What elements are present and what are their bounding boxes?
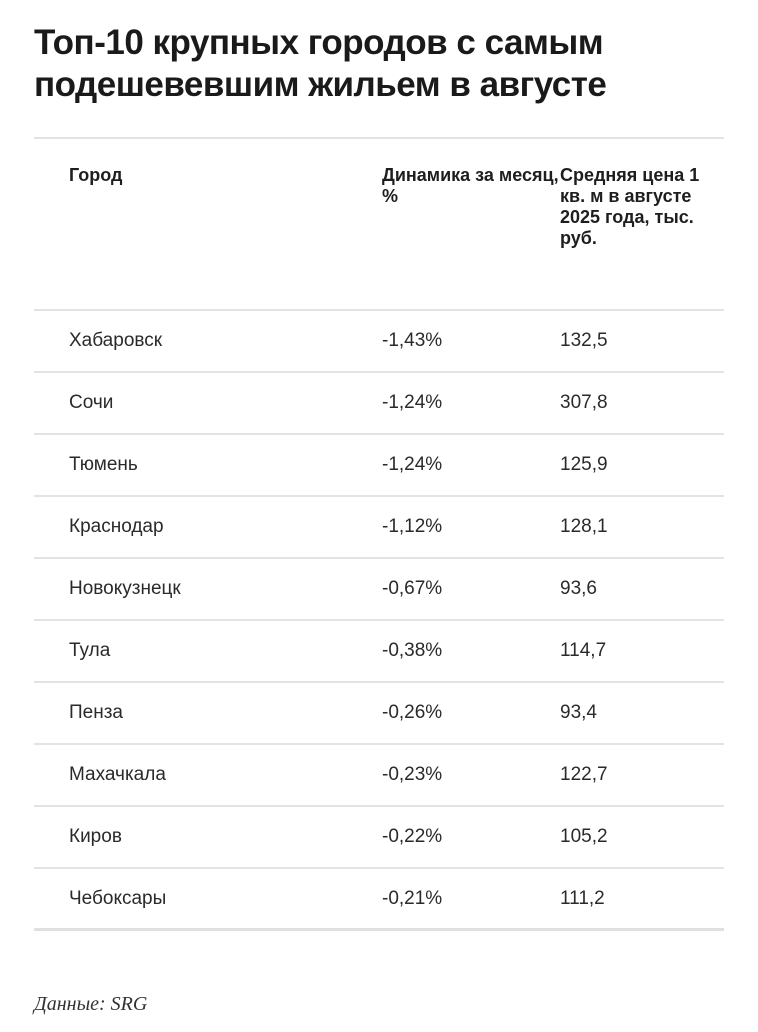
price-cell: 128,1 xyxy=(560,516,608,537)
price-cell: 122,7 xyxy=(560,764,608,785)
price-cell: 111,2 xyxy=(560,887,605,909)
change-cell: -0,67% xyxy=(382,578,443,599)
price-cell: 307,8 xyxy=(560,392,608,413)
table-row: Хабаровск -1,43% 132,5 xyxy=(34,311,724,373)
data-source-caption: Данные: SRG xyxy=(34,993,148,1015)
city-cell: Краснодар xyxy=(69,516,164,537)
column-header-change: Динамика за месяц, % xyxy=(382,165,559,206)
price-cell: 132,5 xyxy=(560,330,608,351)
city-cell: Новокузнецк xyxy=(69,578,181,599)
change-cell: -1,12% xyxy=(382,516,443,537)
city-cell: Киров xyxy=(69,826,122,847)
city-cell: Тула xyxy=(69,640,111,661)
city-cell: Хабаровск xyxy=(69,330,163,351)
table-row: Киров -0,22% 105,2 xyxy=(34,807,724,869)
table-header-row: Город Динамика за месяц, % Средняя цена … xyxy=(34,139,724,311)
price-cell: 105,2 xyxy=(560,826,608,847)
change-cell: -0,38% xyxy=(382,640,443,661)
price-cell: 93,6 xyxy=(560,578,597,599)
change-cell: -0,22% xyxy=(382,826,443,847)
table-row: Краснодар -1,12% 128,1 xyxy=(34,497,724,559)
change-cell: -0,23% xyxy=(382,764,443,785)
data-table: Город Динамика за месяц, % Средняя цена … xyxy=(34,137,724,931)
table-row: Пенза -0,26% 93,4 xyxy=(34,683,724,745)
change-cell: -1,43% xyxy=(382,330,443,351)
table-row: Тюмень -1,24% 125,9 xyxy=(34,435,724,497)
change-cell: -1,24% xyxy=(382,392,443,413)
table-row: Чебоксары -0,21% 111,2 xyxy=(34,869,724,931)
price-cell: 93,4 xyxy=(560,702,597,723)
city-cell: Тюмень xyxy=(69,454,138,475)
change-cell: -0,26% xyxy=(382,702,443,723)
city-cell: Пенза xyxy=(69,702,123,723)
city-cell: Чебоксары xyxy=(69,887,167,909)
chart-title: Топ-10 крупных городов с самым подешевев… xyxy=(34,23,607,104)
table-row: Новокузнецк -0,67% 93,6 xyxy=(34,559,724,621)
table-row: Тула -0,38% 114,7 xyxy=(34,621,724,683)
change-cell: -1,24% xyxy=(382,454,443,475)
change-cell: -0,21% xyxy=(382,887,443,909)
price-cell: 125,9 xyxy=(560,454,608,475)
city-cell: Сочи xyxy=(69,392,114,413)
column-header-price: Средняя цена 1 кв. м в августе 2025 года… xyxy=(560,165,700,248)
city-cell: Махачкала xyxy=(69,764,166,785)
price-cell: 114,7 xyxy=(560,640,607,661)
column-header-city: Город xyxy=(69,165,123,185)
table-row: Махачкала -0,23% 122,7 xyxy=(34,745,724,807)
table-row: Сочи -1,24% 307,8 xyxy=(34,373,724,435)
